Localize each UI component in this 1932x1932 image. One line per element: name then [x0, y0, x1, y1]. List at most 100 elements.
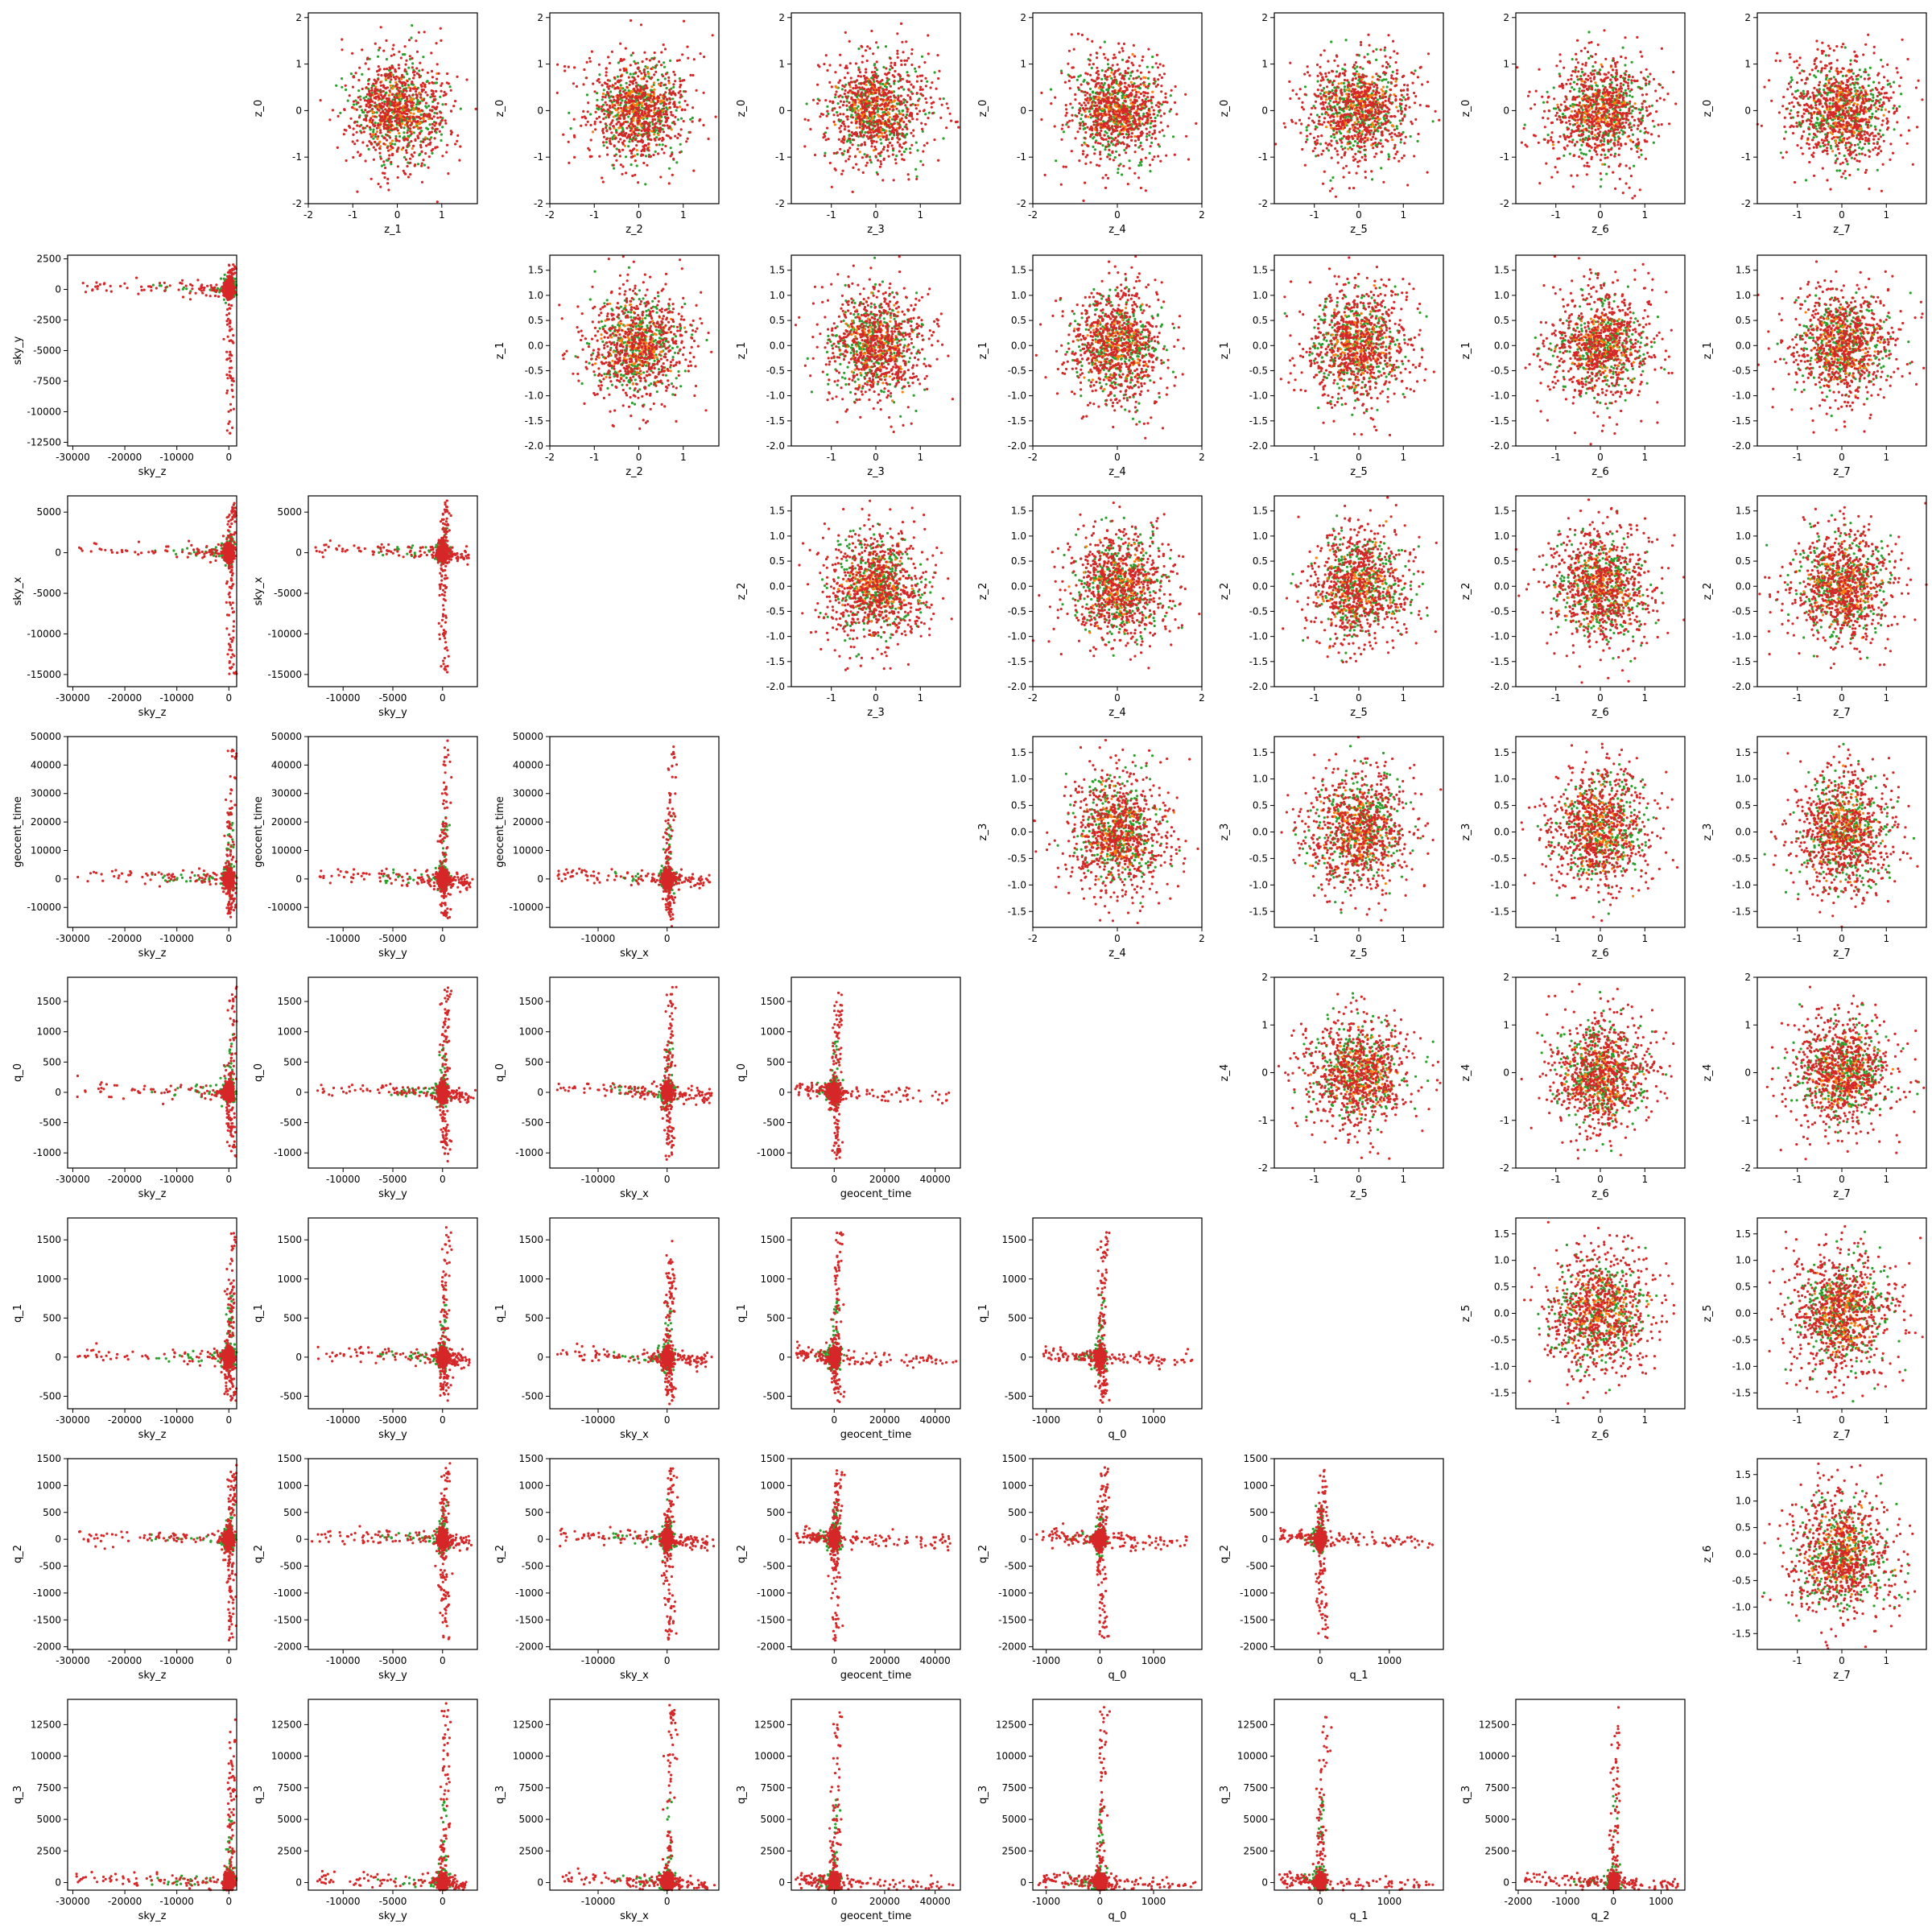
point-green: [406, 72, 408, 75]
point-red: [369, 104, 372, 106]
point-green: [436, 81, 438, 84]
point-red: [381, 115, 383, 118]
point-red: [349, 126, 351, 129]
point-red: [402, 170, 405, 172]
point-green: [339, 112, 341, 114]
point-red: [395, 128, 398, 130]
point-red: [454, 100, 456, 102]
point-red: [389, 89, 391, 92]
point-green: [428, 123, 431, 126]
point-red: [363, 130, 365, 133]
point-green: [441, 103, 444, 105]
point-red: [377, 95, 379, 97]
point-red: [454, 142, 456, 145]
point-red: [353, 127, 355, 130]
point-green: [407, 129, 409, 131]
point-red: [397, 89, 399, 92]
point-red: [435, 90, 437, 93]
point-orange: [391, 87, 394, 89]
point-orange: [411, 147, 414, 150]
point-red: [459, 145, 461, 147]
point-red: [352, 140, 354, 142]
point-red: [383, 127, 386, 130]
point-red: [349, 118, 352, 120]
point-red: [380, 85, 382, 87]
point-orange: [390, 148, 392, 151]
point-red: [394, 101, 396, 103]
point-red: [359, 98, 361, 101]
point-red: [388, 66, 390, 68]
point-red: [398, 140, 400, 142]
point-red: [436, 112, 438, 114]
point-green: [427, 105, 430, 107]
point-red: [421, 181, 423, 184]
point-orange: [376, 130, 378, 133]
point-red: [398, 87, 401, 89]
point-red: [358, 116, 361, 118]
point-green: [363, 97, 365, 99]
point-red: [380, 74, 382, 76]
point-red: [341, 38, 343, 40]
point-red: [415, 88, 418, 90]
point-green: [441, 126, 444, 128]
point-green: [357, 89, 360, 92]
point-red: [370, 135, 373, 138]
point-red: [408, 94, 411, 97]
point-green: [425, 127, 427, 130]
point-red: [407, 80, 409, 82]
point-red: [396, 97, 398, 99]
point-red: [431, 76, 434, 78]
point-red: [380, 158, 382, 160]
point-orange: [391, 139, 394, 142]
points: [320, 24, 477, 203]
point-red: [413, 117, 415, 119]
point-red: [397, 176, 399, 179]
point-green: [376, 111, 378, 114]
point-red: [394, 98, 396, 101]
point-green: [361, 111, 364, 114]
point-green: [383, 163, 386, 166]
point-green: [407, 84, 410, 86]
point-green: [422, 56, 424, 58]
point-orange: [389, 142, 391, 144]
point-orange: [412, 109, 415, 111]
point-red: [406, 131, 408, 134]
point-green: [417, 163, 419, 165]
point-red: [354, 121, 357, 123]
point-red: [430, 52, 432, 54]
point-red: [409, 55, 411, 57]
point-red: [378, 147, 381, 150]
point-green: [389, 80, 391, 83]
point-red: [377, 73, 379, 76]
point-red: [419, 62, 421, 64]
point-red: [419, 96, 422, 98]
point-orange: [419, 122, 421, 124]
point-red: [421, 68, 423, 71]
point-green: [420, 114, 423, 116]
point-green: [347, 100, 349, 102]
point-red: [409, 124, 411, 126]
point-red: [446, 144, 448, 147]
point-red: [390, 78, 392, 80]
point-red: [328, 118, 331, 121]
point-red: [428, 155, 431, 158]
point-red: [382, 90, 385, 93]
point-red: [450, 89, 452, 92]
point-green: [374, 135, 377, 138]
point-green: [425, 106, 427, 109]
point-red: [425, 102, 427, 105]
point-red: [438, 122, 440, 125]
point-orange: [410, 112, 412, 114]
point-orange: [388, 94, 390, 97]
point-red: [378, 152, 381, 155]
point-red: [378, 47, 381, 49]
point-red: [394, 111, 396, 114]
point-red: [353, 142, 356, 145]
point-red: [364, 99, 366, 101]
point-red: [387, 130, 390, 133]
point-red: [368, 78, 370, 80]
point-red: [374, 149, 377, 151]
point-red: [365, 86, 368, 89]
point-red: [436, 200, 439, 203]
point-green: [378, 49, 380, 52]
